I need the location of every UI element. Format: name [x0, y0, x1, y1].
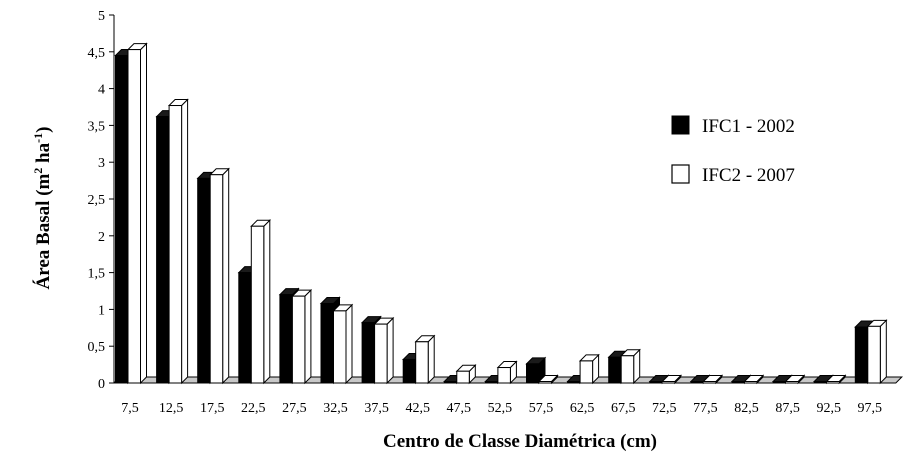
bar-2-12_5	[167, 98, 189, 385]
y-axis-title-mid: ha	[33, 142, 54, 167]
x-tick-label: 82,5	[734, 401, 759, 416]
x-tick-label: 62,5	[570, 401, 595, 416]
bars	[114, 42, 888, 385]
x-tick-label: 52,5	[488, 401, 513, 416]
bar-2-27_5	[291, 288, 313, 385]
axes	[109, 14, 896, 384]
y-tick-label: 2	[98, 230, 105, 245]
bar-2-92_5	[825, 374, 847, 385]
y-tick-label: 5	[98, 9, 105, 24]
bar-2-87_5	[784, 374, 806, 385]
y-tick-label: 4	[98, 83, 105, 98]
y-axis-title-main: Área Basal (m	[32, 174, 54, 290]
x-tick-label: 97,5	[858, 401, 883, 416]
x-tick-label: 7,5	[121, 401, 139, 416]
legend-label-series-2: IFC2 - 2007	[702, 165, 795, 186]
bar-2-97_5	[866, 319, 888, 385]
y-tick-label: 1	[98, 303, 105, 318]
x-tick-label: 92,5	[816, 401, 841, 416]
legend-swatch-series-1	[671, 115, 690, 135]
x-tick-label: 77,5	[693, 401, 718, 416]
bar-2-22_5	[250, 219, 272, 385]
legend-swatch-series-2	[671, 164, 690, 184]
y-tick-label: 3,5	[88, 119, 106, 134]
bar-2-37_5	[373, 316, 395, 385]
y-tick-label: 1,5	[88, 267, 106, 282]
x-tick-label: 72,5	[652, 401, 677, 416]
y-tick-label: 0	[98, 377, 105, 392]
x-tick-label: 37,5	[364, 401, 389, 416]
legend-label-series-1: IFC1 - 2002	[702, 116, 795, 137]
x-tick-label: 57,5	[529, 401, 554, 416]
bar-2-32_5	[332, 303, 354, 385]
x-tick-label: 32,5	[323, 401, 348, 416]
bar-2-67_5	[619, 348, 641, 385]
y-tick-label: 0,5	[88, 340, 106, 355]
bar-2-62_5	[578, 353, 600, 385]
bar-2-42_5	[414, 334, 436, 385]
bar-2-52_5	[496, 360, 518, 385]
x-tick-label: 67,5	[611, 401, 636, 416]
x-tick-label: 27,5	[282, 401, 307, 416]
bar-1-57_5	[525, 356, 547, 385]
legend: IFC1 - 2002 IFC2 - 2007	[671, 115, 795, 186]
bar-2-72_5	[661, 374, 683, 385]
x-tick-label: 87,5	[775, 401, 800, 416]
tick-labels: 00,511,522,533,544,557,5 12,5 17,5 22,5 27,5…	[88, 9, 883, 416]
x-axis-title: Centro de Classe Diamétrica (cm)	[383, 431, 657, 452]
bar-2-57_5	[537, 374, 559, 385]
x-tick-label: 47,5	[447, 401, 472, 416]
bar-2-47_5	[455, 364, 477, 385]
bar-2-7_5	[126, 42, 148, 385]
bar-2-17_5	[208, 167, 230, 385]
y-axis-title-sup2: -1	[31, 133, 45, 143]
y-axis-title-end: )	[33, 127, 54, 133]
y-tick-label: 3	[98, 156, 105, 171]
bar-2-82_5	[743, 374, 765, 385]
y-axis-title: Área Basal (m2 ha-1)	[31, 127, 54, 290]
x-tick-label: 12,5	[159, 401, 184, 416]
y-tick-label: 4,5	[88, 46, 106, 61]
x-tick-label: 17,5	[200, 401, 225, 416]
y-tick-label: 2,5	[88, 193, 106, 208]
x-tick-label: 42,5	[405, 401, 430, 416]
bar-2-77_5	[702, 374, 724, 385]
x-tick-label: 22,5	[241, 401, 266, 416]
y-axis-title-sup1: 2	[31, 168, 45, 174]
